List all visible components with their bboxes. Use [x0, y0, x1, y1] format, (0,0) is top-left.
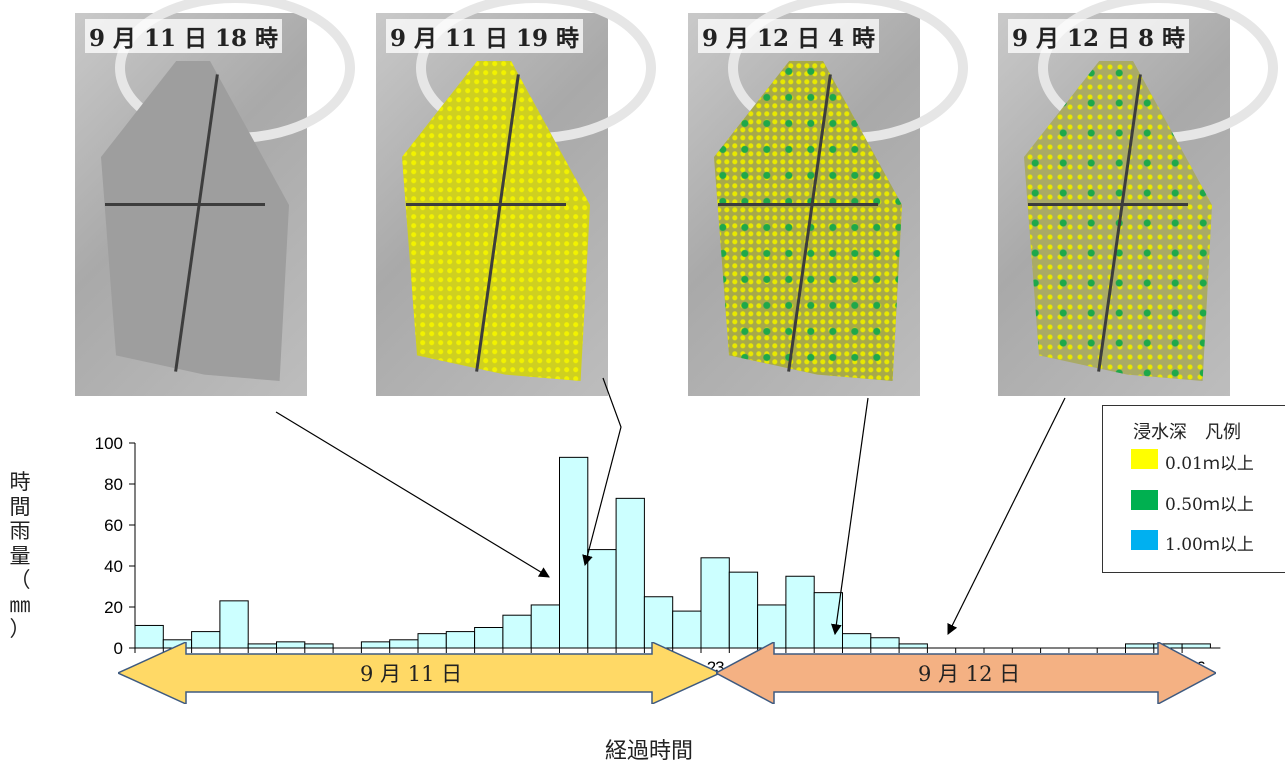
bar — [530, 604, 561, 649]
bar — [615, 497, 645, 649]
bar — [587, 549, 617, 649]
bar — [219, 600, 249, 649]
bar — [643, 596, 674, 649]
y-tick-label: 80 — [104, 475, 123, 494]
callout-arrow-2 — [582, 377, 622, 567]
flood-map-2: 9 月 11 日 19 時 — [376, 0, 656, 396]
day-arrow-sep12 — [716, 642, 1216, 704]
y-tick-label: 0 — [114, 639, 123, 658]
legend-item-1: 0.01ｍ以上 — [1131, 449, 1254, 474]
bar — [785, 575, 815, 649]
map-time-label: 9 月 12 日 8 時 — [1008, 19, 1190, 53]
bar — [700, 557, 730, 649]
y-tick-label: 100 — [95, 434, 123, 453]
bar — [559, 456, 589, 649]
legend-item-label: 1.00ｍ以上 — [1165, 535, 1254, 555]
day-label-sep11: 9 月 11 日 — [360, 662, 463, 686]
legend-swatch-yellow — [1131, 449, 1158, 469]
y-axis-label: 時間雨量（㎜） — [9, 470, 31, 641]
legend-item-label: 0.01ｍ以上 — [1165, 454, 1254, 474]
x-axis-title: 経過時間 — [605, 739, 694, 764]
day-label-sep12: 9 月 12 日 — [918, 662, 1021, 686]
callout-arrow-4 — [947, 397, 1066, 635]
legend-swatch-blue — [1131, 530, 1158, 550]
legend-item-label: 0.50ｍ以上 — [1165, 495, 1254, 515]
map-time-label: 9 月 11 日 18 時 — [85, 19, 283, 53]
y-tick-label: 60 — [104, 516, 123, 535]
flood-map-3: 9 月 12 日 4 時 — [688, 0, 968, 396]
bar — [813, 592, 844, 649]
legend-item-3: 1.00ｍ以上 — [1131, 530, 1254, 555]
flood-map-4: 9 月 12 日 8 時 — [998, 0, 1278, 396]
legend-item-2: 0.50ｍ以上 — [1131, 490, 1254, 515]
callout-arrow-3 — [830, 397, 869, 636]
legend-title: 浸水深 凡例 — [1133, 422, 1241, 443]
day-arrow-sep11 — [118, 642, 720, 704]
bar — [728, 571, 759, 649]
map-time-label: 9 月 12 日 4 時 — [698, 19, 880, 53]
legend: 浸水深 凡例 0.01ｍ以上 0.50ｍ以上 1.00ｍ以上 — [1102, 405, 1285, 573]
legend-swatch-green — [1131, 490, 1158, 510]
bar — [757, 604, 787, 649]
bar — [502, 614, 532, 649]
map-time-label: 9 月 11 日 19 時 — [386, 19, 584, 53]
y-tick-label: 40 — [104, 557, 123, 576]
callout-arrow-1 — [275, 411, 550, 578]
y-tick-label: 20 — [104, 598, 123, 617]
flood-map-1: 9 月 11 日 18 時 — [75, 0, 355, 396]
